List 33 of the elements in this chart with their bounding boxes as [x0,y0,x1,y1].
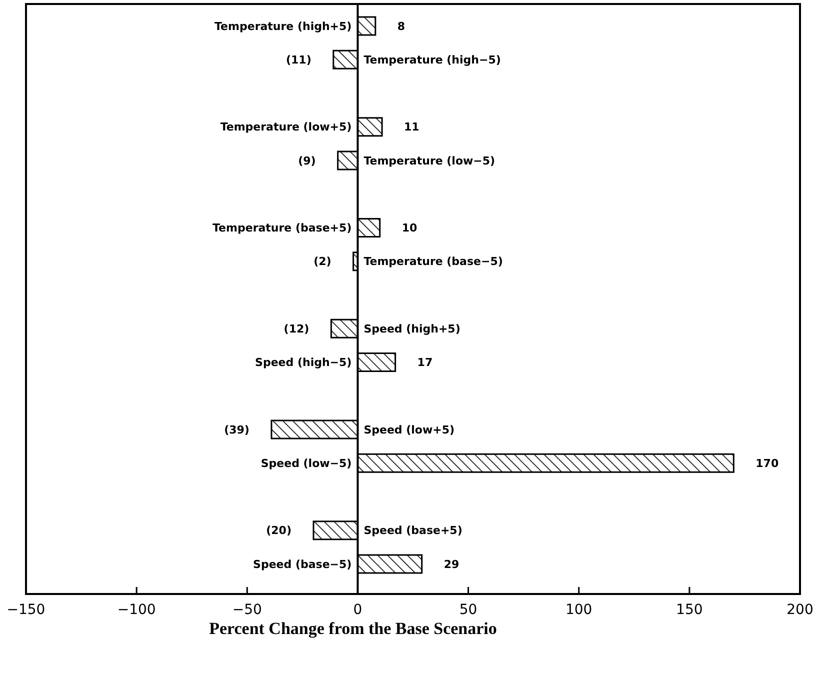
data-label: (2) [314,255,332,268]
data-label: 8 [397,20,406,33]
y-tick-label: Temperature (high−5) [364,53,501,66]
data-label: (9) [298,154,316,168]
data-label: (39) [224,423,250,436]
data-label: 11 [404,120,420,134]
x-tick-label: 200 [786,602,814,618]
data-label: (20) [266,524,292,538]
y-tick-label: Temperature (low+5) [220,120,352,134]
data-label: 10 [402,222,418,235]
y-tick-label: Speed (high+5) [364,322,460,336]
y-tick-label: Speed (low−5) [260,456,352,470]
y-tick-label: Temperature (high+5) [214,20,352,33]
x-axis-title: Percent Change from the Base Scenario [209,619,497,638]
data-label: (11) [286,53,312,66]
y-tick-label: Speed (high−5) [255,356,352,370]
y-tick-label: Speed (low+5) [364,423,455,436]
data-label: 170 [756,456,779,470]
x-tick-label: −100 [117,602,156,618]
x-tick-label: −50 [232,602,262,618]
x-tick-label: 0 [353,602,362,618]
x-tick-label: 50 [459,602,478,618]
data-label: 29 [444,558,460,571]
y-tick-label: Temperature (low−5) [364,154,496,168]
x-tick-label: −150 [6,602,46,618]
y-tick-label: Speed (base−5) [253,558,352,571]
y-tick-label: Temperature (base−5) [364,255,503,268]
x-tick-label: 150 [676,602,703,618]
data-label: (12) [284,322,310,336]
x-tick-label: 100 [565,602,592,618]
data-label: 17 [417,356,433,370]
y-tick-label: Speed (base+5) [364,524,462,538]
y-tick-label: Temperature (base+5) [212,222,352,235]
